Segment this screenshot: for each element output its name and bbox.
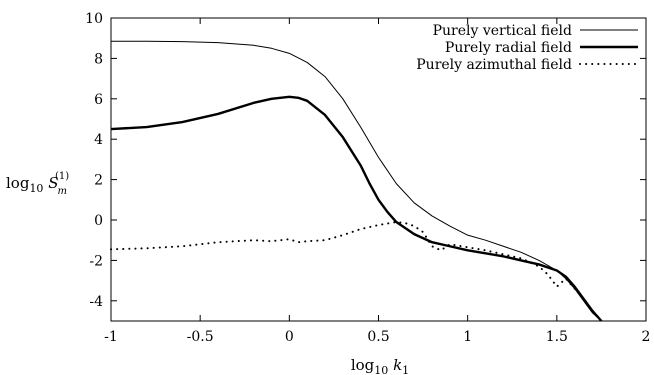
series-line-2 <box>110 221 603 322</box>
x-tick-label: 1 <box>463 329 472 345</box>
x-tick-label: 0.5 <box>367 329 389 345</box>
y-tick-label: 10 <box>85 11 103 27</box>
y-axis-label: log10 Sm(1) <box>6 171 69 197</box>
legend-label-2: Purely azimuthal field <box>416 57 572 73</box>
legend-label-1: Purely radial field <box>445 40 572 56</box>
y-tick-label: 0 <box>94 213 103 229</box>
x-axis-label: log10 k1 <box>351 356 409 375</box>
x-tick-label: 2 <box>642 329 651 345</box>
x-tick-label: 0 <box>285 329 294 345</box>
x-tick-label: 1.5 <box>546 329 568 345</box>
y-tick-label: -2 <box>89 253 103 269</box>
series-line-1 <box>110 95 603 322</box>
legend-label-0: Purely vertical field <box>433 23 572 39</box>
y-tick-label: 2 <box>94 173 103 189</box>
x-tick-label: -0.5 <box>187 329 214 345</box>
y-tick-label: 8 <box>94 51 103 67</box>
y-tick-label: 4 <box>94 132 103 148</box>
x-tick-label: -1 <box>104 329 118 345</box>
series-line-0 <box>111 40 602 322</box>
y-tick-label: 6 <box>94 92 103 108</box>
y-tick-label: -4 <box>89 294 103 310</box>
